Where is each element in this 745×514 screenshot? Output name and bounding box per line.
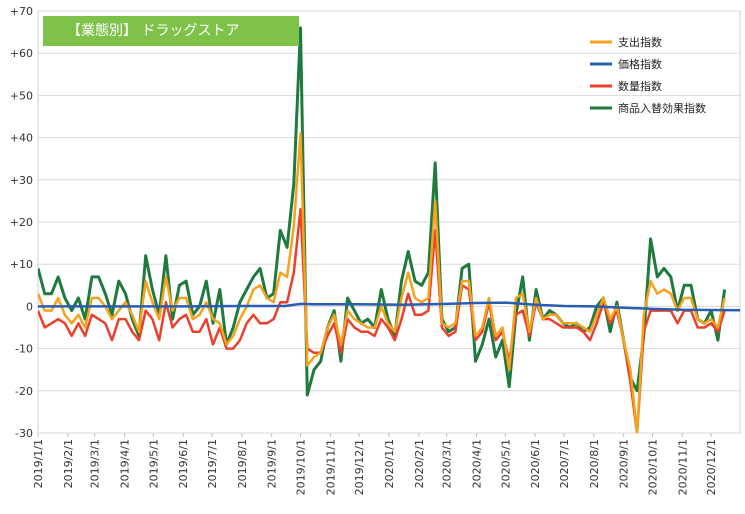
legend-label: 数量指数: [618, 79, 662, 93]
x-tick-label: 2019/9/1: [266, 439, 279, 488]
x-tick-label: 2020/2/1: [413, 439, 426, 488]
x-tick-label: 2020/6/1: [529, 439, 542, 488]
x-tick-label: 2020/1/1: [383, 439, 396, 488]
series-line-1: [38, 132, 726, 433]
x-tick-label: 2019/4/1: [119, 439, 132, 488]
y-tick-label: +70: [10, 5, 33, 18]
x-tick-label: 2020/8/1: [588, 439, 601, 488]
x-tick-label: 2020/10/1: [646, 439, 659, 495]
y-tick-label: +50: [10, 89, 33, 102]
x-tick-label: 2019/10/1: [295, 439, 308, 495]
y-tick-label: +30: [10, 174, 33, 187]
x-tick-label: 2020/12/1: [705, 439, 718, 495]
x-tick-label: 2020/7/1: [558, 439, 571, 488]
chart-title: 【業態別】 ドラッグストア: [43, 16, 299, 46]
x-tick-label: 2020/4/1: [471, 439, 484, 488]
x-tick-label: 2020/11/1: [676, 439, 689, 495]
y-tick-label: -10: [15, 343, 33, 356]
y-tick-label: +10: [10, 258, 33, 271]
x-tick-label: 2019/3/1: [89, 439, 102, 488]
x-tick-label: 2019/1/1: [32, 439, 45, 488]
x-tick-label: 2020/3/1: [441, 439, 454, 488]
x-tick-label: 2019/2/1: [62, 439, 75, 488]
x-tick-label: 2019/12/1: [353, 439, 366, 495]
legend-label: 価格指数: [618, 57, 662, 71]
x-tick-label: 2020/5/1: [499, 439, 512, 488]
legend-label: 支出指数: [618, 35, 662, 49]
x-tick-label: 2019/11/1: [324, 439, 337, 495]
y-tick-label: +60: [10, 47, 33, 60]
series-line-3: [38, 208, 726, 433]
y-tick-label: -20: [15, 385, 33, 398]
y-tick-label: +20: [10, 216, 33, 229]
x-tick-label: 2020/9/1: [618, 439, 631, 488]
y-tick-label: -30: [15, 427, 33, 440]
y-tick-label: +40: [10, 132, 33, 145]
x-tick-label: 2019/8/1: [236, 439, 249, 488]
x-tick-label: 2019/7/1: [206, 439, 219, 488]
series-line-2: [38, 301, 740, 312]
series-line-4: [38, 26, 727, 397]
legend-label: 商品入替効果指数: [618, 101, 706, 115]
x-tick-label: 2019/6/1: [177, 439, 190, 488]
x-tick-label: 2019/5/1: [147, 439, 160, 488]
y-tick-label: 0: [26, 300, 33, 313]
